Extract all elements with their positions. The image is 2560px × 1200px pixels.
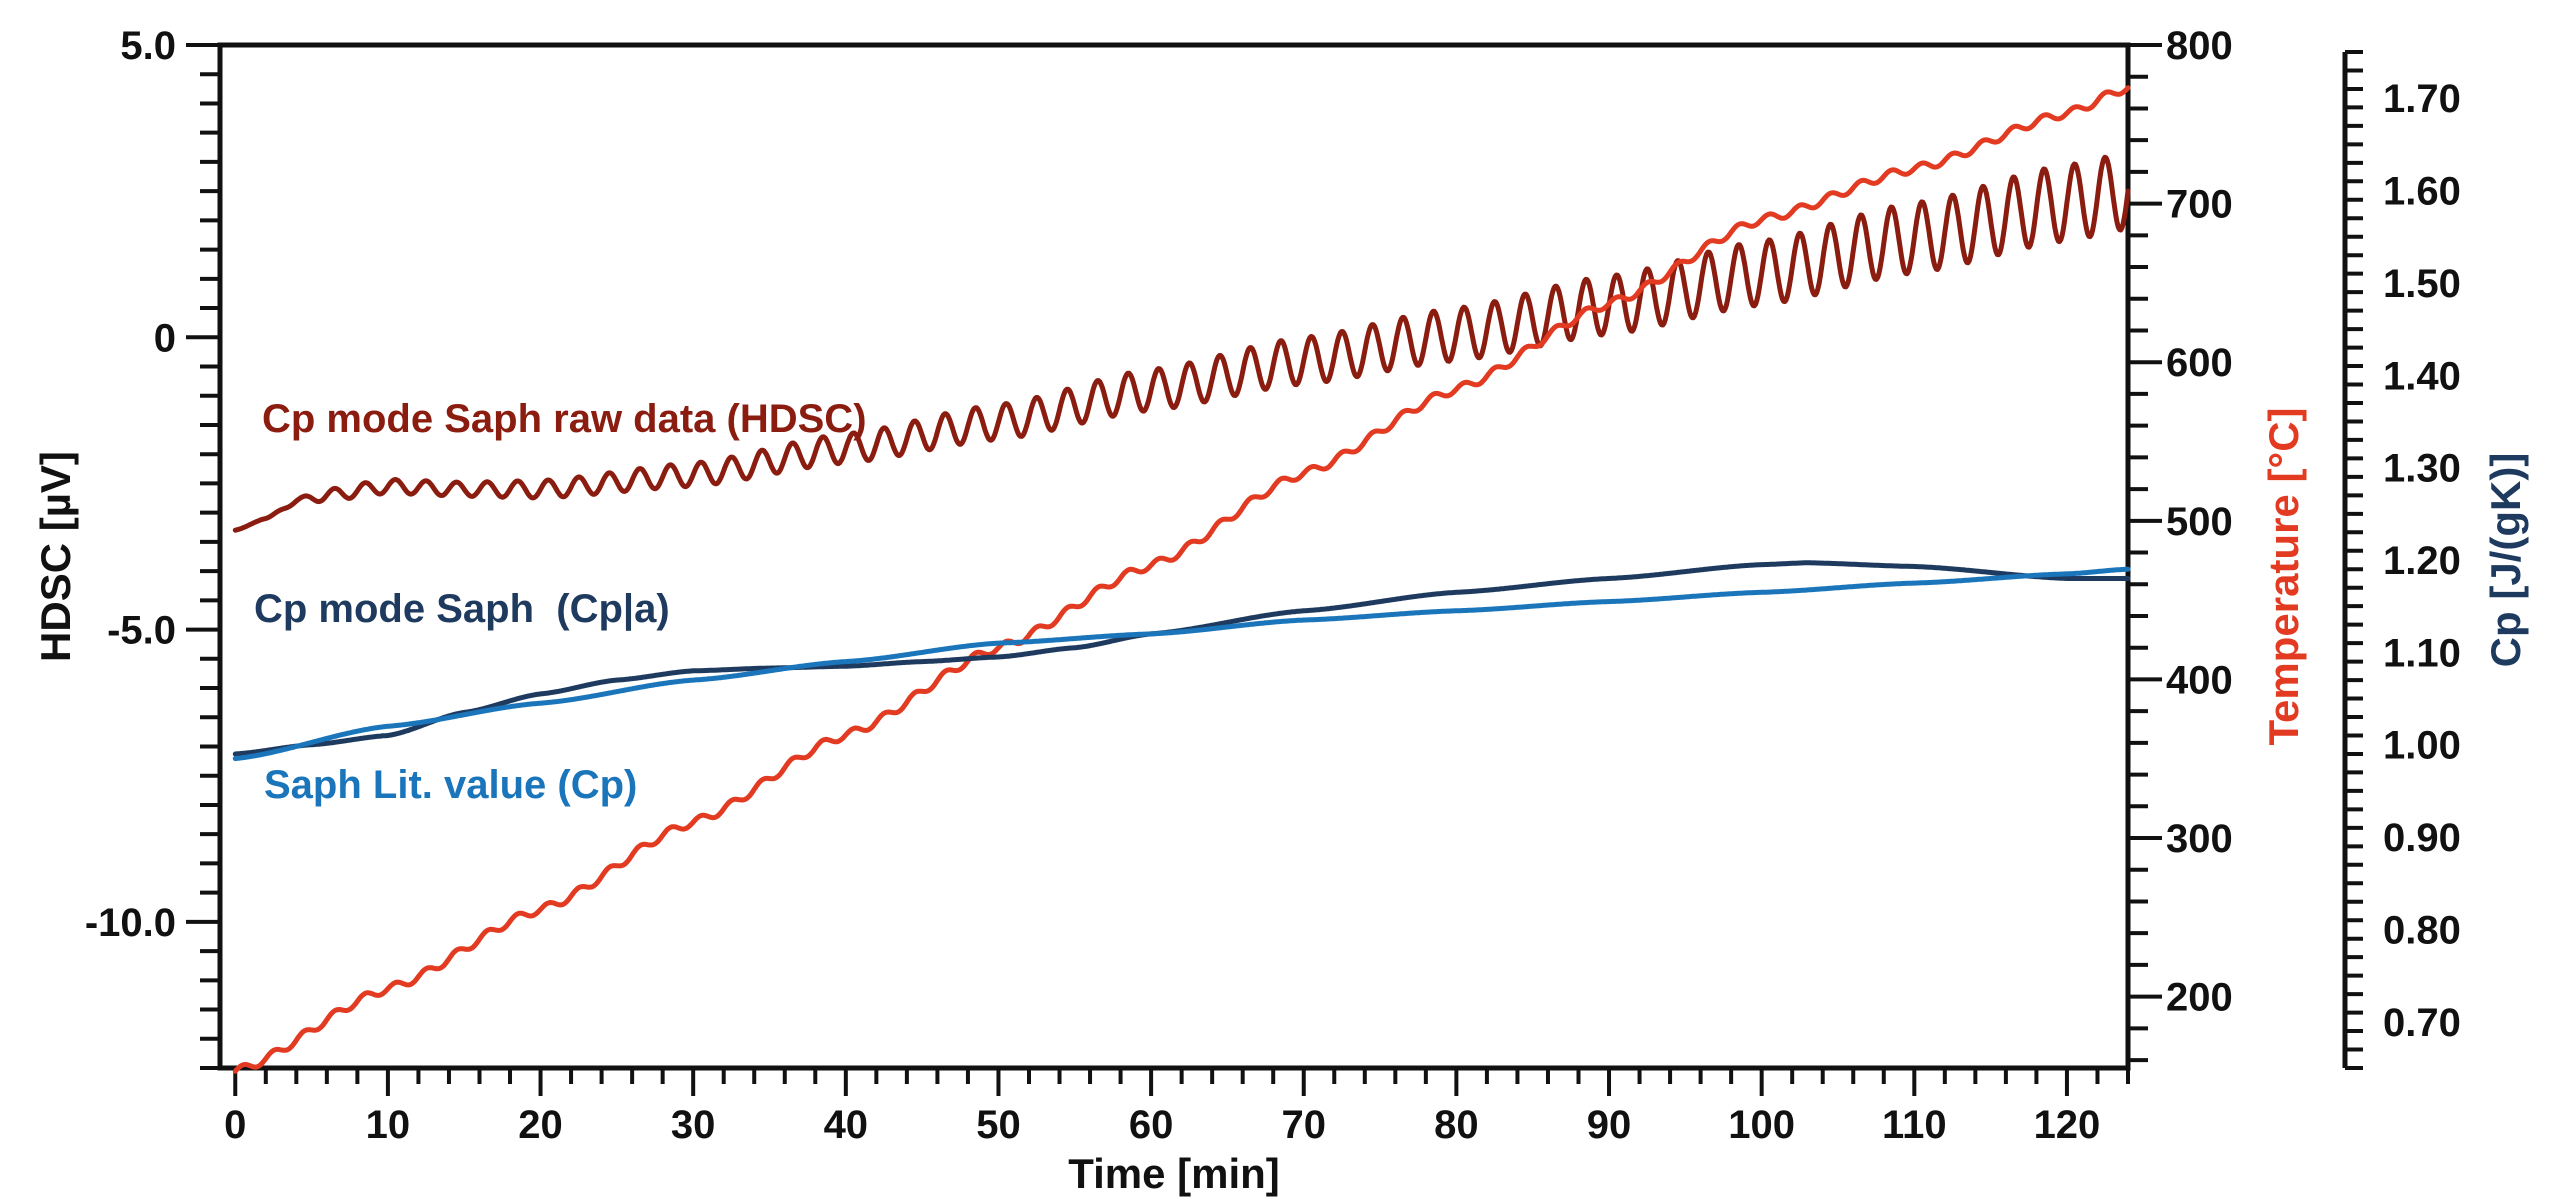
- hdsc-axis-title: HDSC [µV]: [32, 451, 79, 662]
- temp-tick-label: 600: [2166, 341, 2233, 385]
- hdsc-tick-label: -10.0: [85, 901, 176, 945]
- cp-tick-label: 0.80: [2383, 908, 2461, 952]
- x-tick-label: 40: [824, 1103, 869, 1147]
- temp-tick-label: 800: [2166, 24, 2233, 68]
- hdsc-tick-label: 0: [154, 316, 176, 360]
- cp-literature-series-label: Saph Lit. value (Cp): [264, 763, 637, 807]
- cp-tick-label: 1.30: [2383, 447, 2461, 491]
- x-tick-label: 90: [1587, 1103, 1632, 1147]
- cp-tick-label: 1.00: [2383, 724, 2461, 768]
- x-tick-label: 110: [1882, 1103, 1947, 1147]
- temp-tick-label: 300: [2166, 817, 2233, 861]
- cp-axis-title: Cp [J/(gK)]: [2482, 453, 2529, 668]
- temp-tick-label: 500: [2166, 500, 2233, 544]
- x-tick-label: 80: [1434, 1103, 1479, 1147]
- x-tick-label: 30: [671, 1103, 716, 1147]
- cp-tick-label: 1.10: [2383, 631, 2461, 675]
- cp-tick-label: 1.20: [2383, 539, 2461, 583]
- x-tick-label: 70: [1281, 1103, 1326, 1147]
- x-tick-label: 100: [1728, 1103, 1795, 1147]
- x-tick-label: 60: [1129, 1103, 1174, 1147]
- temp-tick-label: 400: [2166, 658, 2233, 702]
- temp-tick-label: 700: [2166, 183, 2233, 227]
- x-tick-label: 0: [224, 1103, 246, 1147]
- temperature-line: [232, 85, 2131, 1074]
- x-tick-label: 120: [2034, 1103, 2101, 1147]
- cp-tick-label: 1.70: [2383, 77, 2461, 121]
- temp-tick-label: 200: [2166, 976, 2233, 1020]
- cp-tick-label: 1.50: [2383, 262, 2461, 306]
- x-tick-label: 10: [366, 1103, 411, 1147]
- x-tick-label: 20: [518, 1103, 563, 1147]
- x-axis-title: Time [min]: [1068, 1150, 1280, 1197]
- label-layer: Cp mode Saph raw data (HDSC) Cp mode Sap…: [254, 397, 867, 807]
- temp-axis-title: Temperature [°C]: [2260, 407, 2307, 745]
- axes-layer: 0 10 20 30 40 50 60 70 80 90 100 110 120 Time [min] 5.…: [32, 24, 2529, 1197]
- raw-data-series-label: Cp mode Saph raw data (HDSC): [262, 397, 867, 441]
- cp-tick-label: 0.70: [2383, 1001, 2461, 1045]
- hdsc-tick-label: -5.0: [107, 609, 176, 653]
- plot-frame: [217, 42, 2131, 1071]
- series-layer: [232, 85, 2131, 1074]
- raw-data-line: [232, 154, 2131, 533]
- cp-tick-label: 1.40: [2383, 354, 2461, 398]
- cp-tick-label: 0.90: [2383, 816, 2461, 860]
- cp-measured-series-label: Cp mode Saph (Cp|a): [254, 587, 670, 631]
- cp-tick-label: 1.60: [2383, 170, 2461, 214]
- cp-literature-line: [232, 566, 2131, 762]
- x-tick-label: 50: [976, 1103, 1021, 1147]
- hdsc-tick-label: 5.0: [120, 24, 176, 68]
